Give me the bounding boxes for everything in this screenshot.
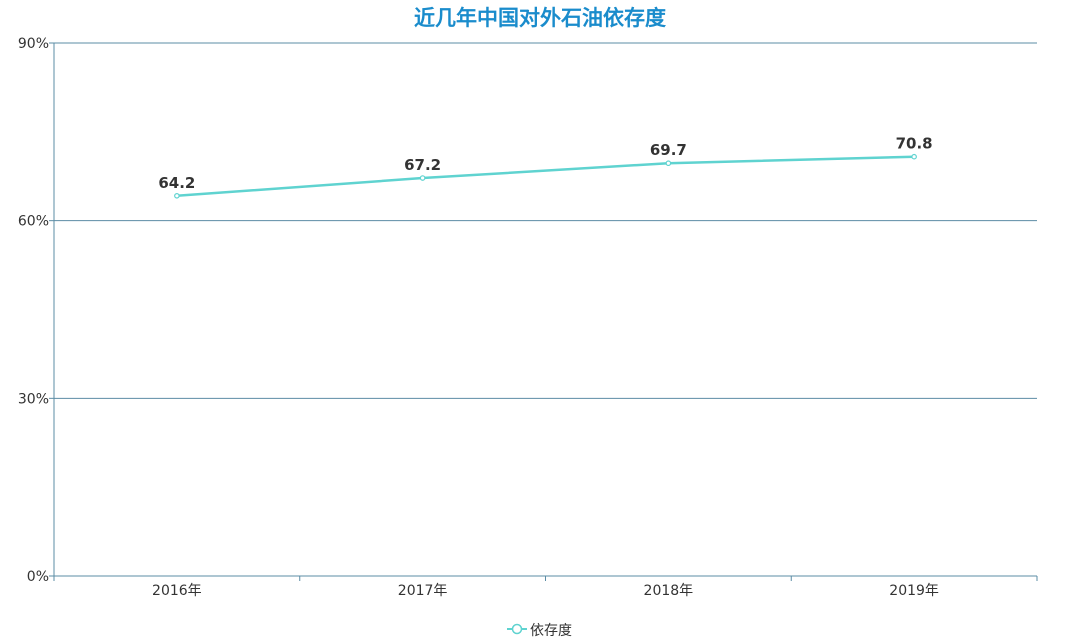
data-point: [665, 160, 672, 167]
series-line: [175, 155, 916, 198]
series-layer: [174, 153, 917, 199]
legend-marker-icon: [511, 623, 523, 635]
x-tick-label: 2019年: [889, 583, 939, 599]
y-tick-label: 90%: [18, 36, 49, 52]
y-tick-label: 60%: [18, 214, 49, 230]
grid-lines: [54, 42, 1037, 399]
x-tick-label: 2018年: [644, 583, 694, 599]
y-tick-label: 30%: [18, 391, 49, 407]
data-point: [174, 192, 180, 199]
x-tick-label: 2017年: [398, 583, 448, 599]
data-point: [911, 153, 917, 160]
legend-label: 依存度: [530, 623, 572, 639]
data-label: 67.2: [404, 156, 441, 174]
y-tick-label: 0%: [27, 569, 49, 585]
data-label: 69.7: [650, 141, 687, 159]
axes: 0% 30% 60% 90% 2016年 2017年 2018年 2019年: [18, 36, 1038, 599]
legend[interactable]: 依存度: [507, 623, 572, 639]
x-tick-label: 2016年: [152, 583, 202, 599]
data-labels: 64.2 67.2 69.7 70.8: [158, 135, 932, 192]
data-label: 64.2: [158, 174, 195, 192]
chart-title: 近几年中国对外石油依存度: [414, 6, 666, 30]
data-point: [419, 175, 426, 181]
data-label: 70.8: [896, 135, 933, 153]
